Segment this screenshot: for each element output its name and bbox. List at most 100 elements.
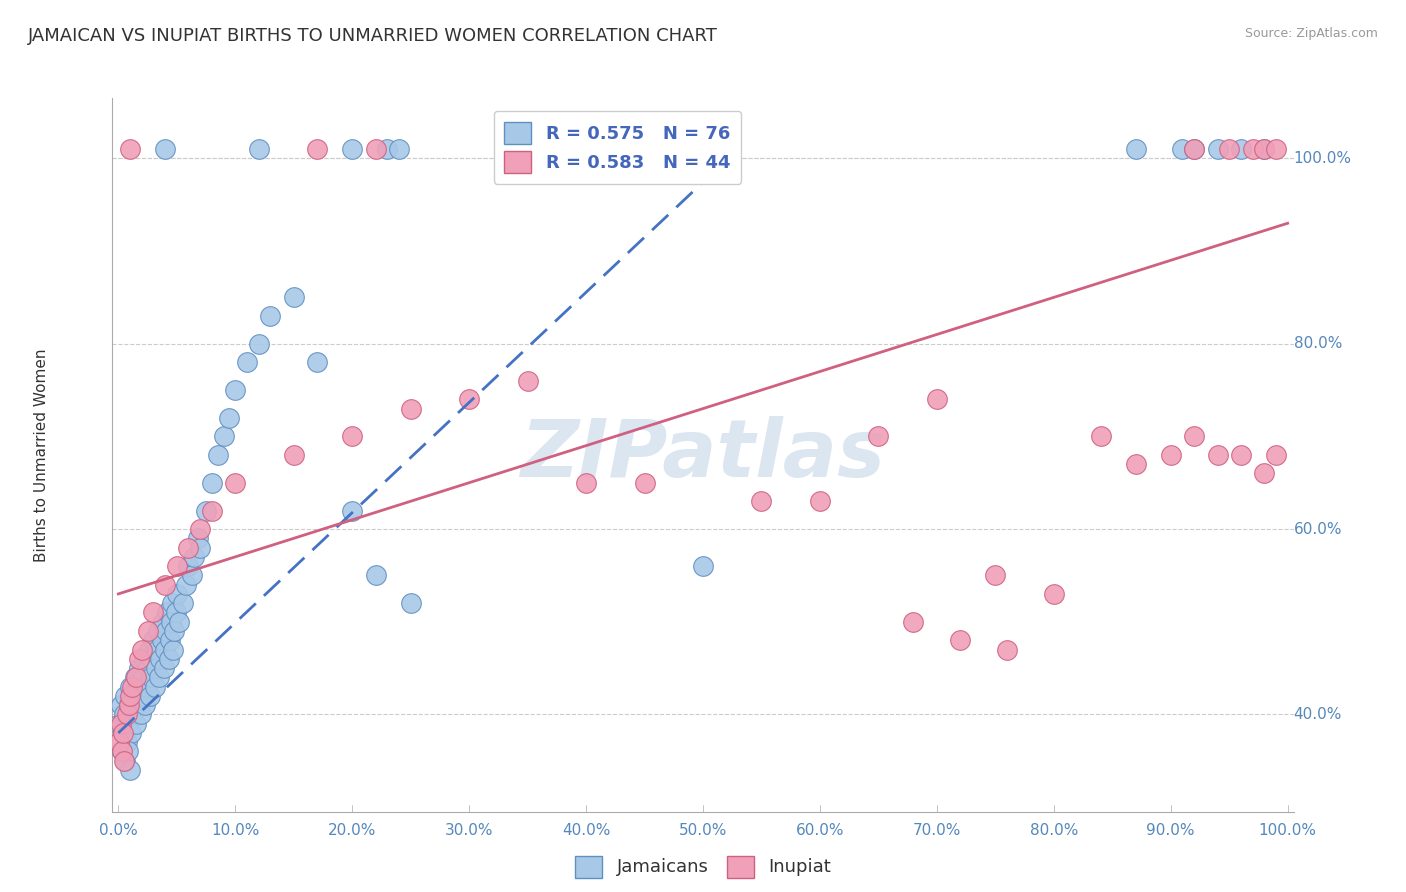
Point: [118, 763, 141, 777]
Point: [110, 698, 132, 713]
Point: [125, 716, 148, 731]
Point: [143, 680, 166, 694]
Point: [201, 503, 224, 517]
Text: ZIPatlas: ZIPatlas: [520, 416, 886, 494]
Point: [111, 726, 134, 740]
Point: [1206, 142, 1229, 156]
Point: [110, 716, 132, 731]
Legend: Jamaicans, Inupiat: Jamaicans, Inupiat: [568, 848, 838, 885]
Point: [118, 698, 141, 713]
Point: [375, 142, 398, 156]
Point: [149, 652, 172, 666]
Point: [139, 689, 162, 703]
Text: Source: ZipAtlas.com: Source: ZipAtlas.com: [1244, 27, 1378, 40]
Point: [247, 142, 270, 156]
Point: [142, 606, 165, 620]
Point: [165, 606, 187, 620]
Point: [117, 716, 139, 731]
Point: [1265, 448, 1288, 462]
Point: [159, 633, 181, 648]
Point: [1253, 467, 1275, 481]
Point: [129, 707, 152, 722]
Point: [1253, 142, 1275, 156]
Point: [136, 661, 159, 675]
Point: [1171, 142, 1194, 156]
Point: [1125, 142, 1147, 156]
Point: [150, 633, 173, 648]
Point: [125, 698, 148, 713]
Point: [148, 670, 170, 684]
Point: [283, 290, 305, 304]
Point: [115, 707, 138, 722]
Point: [162, 642, 184, 657]
Point: [153, 142, 176, 156]
Point: [925, 392, 948, 407]
Text: 50.0%: 50.0%: [679, 822, 727, 838]
Point: [364, 568, 387, 582]
Point: [111, 744, 134, 758]
Point: [1125, 457, 1147, 471]
Text: 10.0%: 10.0%: [211, 822, 260, 838]
Text: 40.0%: 40.0%: [1294, 707, 1341, 722]
Point: [121, 707, 143, 722]
Point: [212, 429, 235, 443]
Point: [122, 689, 145, 703]
Text: 80.0%: 80.0%: [1029, 822, 1078, 838]
Point: [156, 606, 179, 620]
Point: [177, 559, 200, 574]
Point: [128, 652, 150, 666]
Text: 80.0%: 80.0%: [1294, 336, 1341, 351]
Text: 60.0%: 60.0%: [796, 822, 844, 838]
Point: [1230, 448, 1253, 462]
Point: [155, 624, 177, 638]
Point: [224, 475, 246, 490]
Point: [1090, 429, 1112, 443]
Point: [146, 624, 169, 638]
Point: [146, 642, 169, 657]
Point: [201, 475, 224, 490]
Text: 30.0%: 30.0%: [444, 822, 494, 838]
Point: [1241, 142, 1264, 156]
Point: [145, 661, 167, 675]
Point: [166, 559, 188, 574]
Point: [1253, 142, 1275, 156]
Point: [1182, 142, 1205, 156]
Text: 90.0%: 90.0%: [1146, 822, 1195, 838]
Point: [247, 336, 270, 351]
Point: [181, 568, 204, 582]
Point: [163, 624, 186, 638]
Point: [153, 642, 176, 657]
Point: [138, 642, 160, 657]
Point: [128, 661, 150, 675]
Point: [153, 577, 176, 591]
Point: [1265, 142, 1288, 156]
Point: [207, 448, 229, 462]
Point: [575, 142, 598, 156]
Point: [399, 401, 422, 416]
Text: 100.0%: 100.0%: [1258, 822, 1316, 838]
Point: [115, 735, 138, 749]
Point: [1160, 448, 1182, 462]
Point: [388, 142, 411, 156]
Point: [135, 680, 157, 694]
Point: [117, 744, 139, 758]
Point: [259, 309, 281, 323]
Point: [224, 383, 246, 397]
Point: [118, 698, 141, 713]
Text: 40.0%: 40.0%: [562, 822, 610, 838]
Point: [111, 726, 134, 740]
Point: [108, 735, 131, 749]
Point: [124, 670, 146, 684]
Text: 20.0%: 20.0%: [328, 822, 377, 838]
Point: [111, 744, 134, 758]
Point: [114, 754, 136, 768]
Point: [118, 689, 141, 703]
Text: Births to Unmarried Women: Births to Unmarried Women: [34, 348, 49, 562]
Text: 70.0%: 70.0%: [912, 822, 962, 838]
Point: [1218, 142, 1240, 156]
Point: [340, 429, 363, 443]
Point: [364, 142, 387, 156]
Point: [132, 652, 155, 666]
Point: [134, 698, 156, 713]
Point: [125, 670, 148, 684]
